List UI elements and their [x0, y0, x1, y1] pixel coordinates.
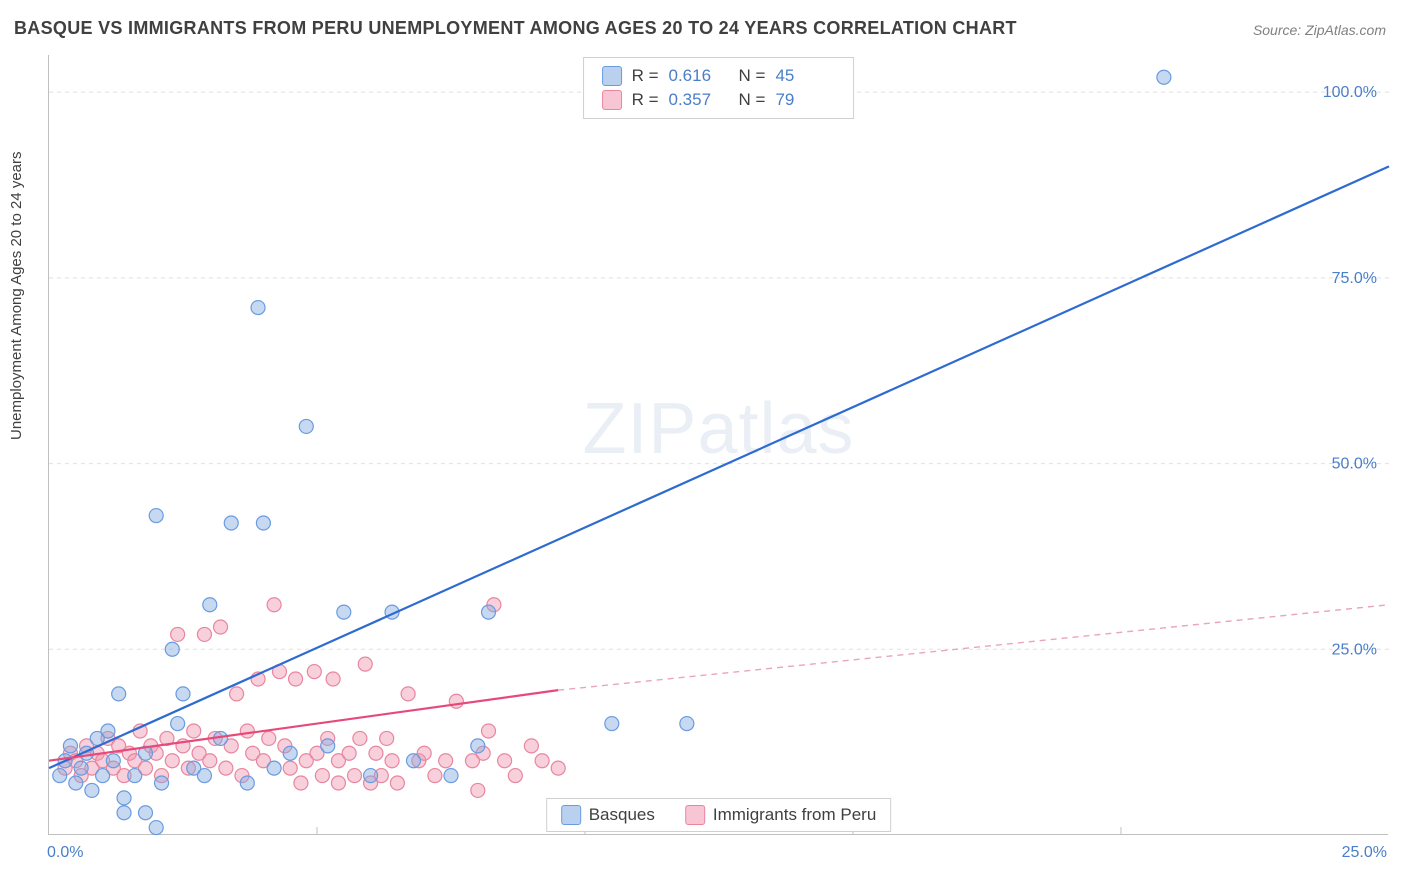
- legend-label-peru: Immigrants from Peru: [713, 805, 876, 825]
- svg-text:100.0%: 100.0%: [1323, 84, 1377, 101]
- n-value-peru: 79: [775, 90, 835, 110]
- stats-row-basques: R = 0.616 N = 45: [602, 64, 836, 88]
- stats-row-peru: R = 0.357 N = 79: [602, 88, 836, 112]
- legend-label-basques: Basques: [589, 805, 655, 825]
- legend-bottom: Basques Immigrants from Peru: [546, 798, 892, 832]
- r-label: R =: [632, 66, 659, 86]
- svg-text:50.0%: 50.0%: [1332, 456, 1377, 473]
- svg-text:75.0%: 75.0%: [1332, 270, 1377, 287]
- plot-area: ZIPatlas 25.0%50.0%75.0%100.0%0.0%25.0% …: [48, 55, 1388, 835]
- legend-swatch-peru: [685, 805, 705, 825]
- swatch-peru: [602, 90, 622, 110]
- chart-title: BASQUE VS IMMIGRANTS FROM PERU UNEMPLOYM…: [14, 18, 1017, 39]
- scatter-svg: 25.0%50.0%75.0%100.0%0.0%25.0%: [49, 55, 1389, 835]
- legend-item-peru: Immigrants from Peru: [685, 805, 876, 825]
- svg-text:25.0%: 25.0%: [1332, 641, 1377, 658]
- swatch-basques: [602, 66, 622, 86]
- stats-legend-box: R = 0.616 N = 45 R = 0.357 N = 79: [583, 57, 855, 119]
- n-label: N =: [739, 66, 766, 86]
- n-label: N =: [739, 90, 766, 110]
- source-label: Source: ZipAtlas.com: [1253, 22, 1386, 38]
- n-value-basques: 45: [775, 66, 835, 86]
- svg-text:25.0%: 25.0%: [1342, 844, 1387, 861]
- svg-text:0.0%: 0.0%: [47, 844, 83, 861]
- r-value-basques: 0.616: [669, 66, 729, 86]
- y-axis-label: Unemployment Among Ages 20 to 24 years: [8, 151, 25, 440]
- r-value-peru: 0.357: [669, 90, 729, 110]
- legend-item-basques: Basques: [561, 805, 655, 825]
- chart-container: BASQUE VS IMMIGRANTS FROM PERU UNEMPLOYM…: [0, 0, 1406, 892]
- legend-swatch-basques: [561, 805, 581, 825]
- r-label: R =: [632, 90, 659, 110]
